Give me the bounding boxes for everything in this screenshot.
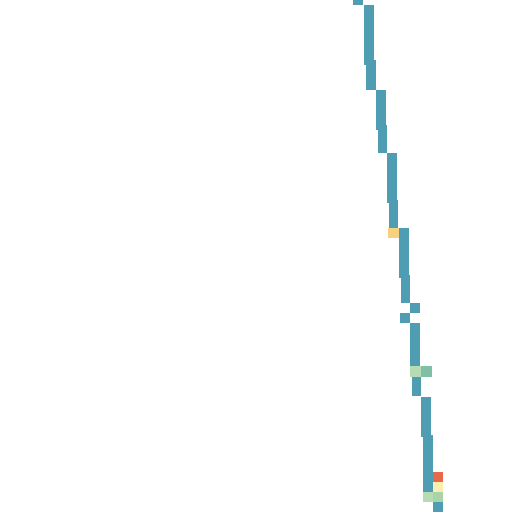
route-segment xyxy=(376,90,386,130)
route-segment xyxy=(400,313,410,323)
route-segment xyxy=(387,153,397,203)
route-segment xyxy=(399,228,409,278)
route-segment xyxy=(401,275,410,303)
route-markers xyxy=(388,228,443,502)
route-segment xyxy=(364,5,374,65)
marker-yellow xyxy=(388,228,399,238)
marker-cream xyxy=(433,482,443,492)
route-segment xyxy=(353,0,363,5)
marker-mint xyxy=(423,492,434,502)
route-segment xyxy=(412,376,421,396)
route-line xyxy=(353,0,443,512)
route-segment xyxy=(421,397,431,437)
route-segment xyxy=(389,200,398,228)
marker-mint xyxy=(410,366,421,377)
marker-red xyxy=(433,472,443,482)
marker-mint xyxy=(433,492,443,502)
route-segment xyxy=(423,471,433,492)
route-segment xyxy=(410,303,420,313)
route-segment xyxy=(433,502,443,512)
route-segment xyxy=(410,323,420,368)
route-segment xyxy=(378,125,387,153)
route-segment xyxy=(366,60,376,90)
route-segment xyxy=(423,435,433,471)
marker-teal xyxy=(421,366,432,377)
